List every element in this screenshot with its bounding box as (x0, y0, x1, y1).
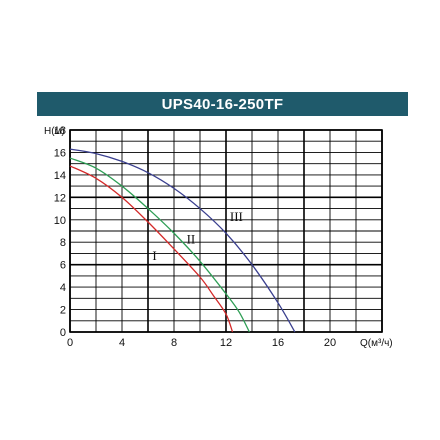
y-axis-label: H(м) (44, 126, 65, 137)
x-tick-label: 12 (220, 337, 232, 349)
x-tick-label: 0 (67, 337, 73, 349)
x-tick-label: 4 (119, 337, 125, 349)
x-tick-label: 8 (171, 337, 177, 349)
series-line-i (69, 165, 234, 333)
curve-label-iii: III (230, 209, 243, 224)
chart-title: UPS40-16-250TF (161, 95, 284, 113)
chart-title-banner: UPS40-16-250TF (37, 92, 408, 116)
y-tick-label: 16 (54, 147, 66, 159)
y-tick-label: 6 (60, 260, 66, 272)
y-tick-label: 0 (60, 327, 66, 339)
series-line-ii (69, 157, 250, 333)
curve-label-i: I (152, 248, 156, 263)
curve-label-ii: II (187, 231, 196, 246)
y-tick-label: 18 (54, 125, 66, 137)
x-tick-label: 20 (324, 337, 336, 349)
y-tick-label: 2 (60, 305, 66, 317)
y-tick-label: 10 (54, 215, 66, 227)
series-line-iii (69, 148, 296, 333)
y-tick-label: 14 (54, 170, 66, 182)
x-axis-label: Q(м³/ч) (360, 338, 393, 349)
plot-frame (69, 129, 383, 333)
x-tick-label: 16 (272, 337, 284, 349)
y-tick-label: 8 (60, 237, 66, 249)
y-tick-label: 12 (54, 192, 66, 204)
y-tick-label: 4 (60, 282, 66, 294)
